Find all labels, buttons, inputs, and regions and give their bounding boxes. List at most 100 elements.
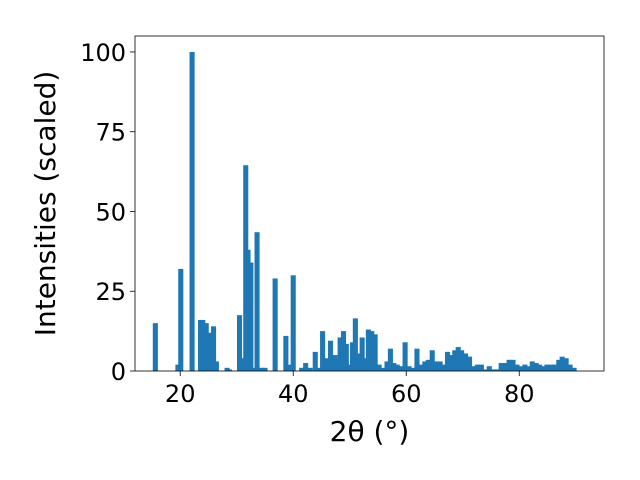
bar <box>254 232 260 371</box>
y-ticks-group: 0 25 50 75 100 <box>80 39 135 386</box>
bar <box>152 323 158 371</box>
bar <box>482 369 488 371</box>
bar <box>324 358 330 371</box>
bar <box>437 361 443 371</box>
bar <box>283 335 289 371</box>
bar <box>316 367 322 371</box>
y-tick-label: 50 <box>95 198 126 226</box>
bar <box>548 364 554 371</box>
bar <box>211 326 217 371</box>
bar <box>422 361 428 371</box>
bar <box>380 367 386 371</box>
bar <box>406 366 412 371</box>
bar <box>332 355 338 371</box>
bar <box>466 356 473 371</box>
bars-group <box>152 51 577 371</box>
bar <box>365 329 371 371</box>
bar <box>376 364 382 371</box>
bar <box>402 342 408 371</box>
plot-frame <box>134 35 605 372</box>
bar <box>213 361 219 371</box>
bar <box>286 364 292 371</box>
bar <box>178 268 184 371</box>
bar <box>463 353 469 371</box>
bar <box>414 348 420 371</box>
bar <box>556 359 562 371</box>
bar <box>240 358 246 371</box>
bar <box>226 369 232 371</box>
bar <box>567 364 573 371</box>
bar <box>474 364 480 371</box>
bar <box>259 367 265 371</box>
x-tick-label: 40 <box>278 380 309 408</box>
bar <box>343 343 349 371</box>
bar <box>544 364 550 371</box>
bar <box>299 367 305 371</box>
bar <box>452 350 458 371</box>
bar <box>418 364 424 371</box>
bar <box>355 353 361 371</box>
bar <box>459 350 465 371</box>
bar <box>494 369 500 371</box>
bar <box>307 367 313 371</box>
x-tick-label: 60 <box>391 380 422 408</box>
bar <box>251 367 257 371</box>
bar <box>384 361 390 371</box>
bar <box>410 367 416 371</box>
bar <box>429 350 435 371</box>
x-tick-label: 20 <box>165 380 196 408</box>
bar <box>262 367 268 371</box>
bar <box>552 364 558 371</box>
bar <box>352 318 358 371</box>
bar <box>320 331 326 371</box>
bar <box>327 340 334 371</box>
y-tick-label: 0 <box>111 358 126 386</box>
bar <box>272 278 278 371</box>
bar <box>498 363 504 371</box>
bar <box>200 319 206 371</box>
bar <box>470 366 477 371</box>
bar <box>559 356 565 371</box>
bar <box>387 348 393 371</box>
y-tick-label: 75 <box>95 119 126 147</box>
bar <box>537 364 543 371</box>
x-ticks-group: 20 40 60 80 <box>165 371 535 408</box>
bar <box>571 367 577 371</box>
bar <box>337 337 343 371</box>
bar <box>189 51 195 371</box>
bar <box>448 355 454 371</box>
bar <box>518 366 524 371</box>
bar <box>563 358 569 371</box>
bar <box>444 351 451 371</box>
bar <box>369 331 375 371</box>
bar <box>510 359 516 371</box>
bar <box>399 366 405 371</box>
bar <box>522 364 528 371</box>
bar <box>359 337 365 371</box>
bar <box>340 331 347 371</box>
x-tick-label: 80 <box>504 380 535 408</box>
bar <box>433 361 439 371</box>
bar <box>312 351 318 371</box>
y-tick-label: 100 <box>80 39 126 67</box>
x-axis-label: 2θ (°) <box>330 415 410 448</box>
bar <box>455 347 461 371</box>
bar <box>350 342 356 371</box>
bar <box>529 361 535 371</box>
bar <box>245 249 251 371</box>
bar <box>525 366 531 371</box>
bar <box>502 363 508 371</box>
bar <box>175 364 181 371</box>
bar <box>514 364 520 371</box>
bar <box>303 363 309 371</box>
bar <box>208 332 214 371</box>
bar <box>425 359 431 371</box>
bar <box>248 262 254 371</box>
bar <box>490 369 496 371</box>
bar <box>540 366 547 371</box>
bar <box>346 364 352 371</box>
bar <box>363 358 369 371</box>
y-axis-label: Intensities (scaled) <box>29 71 62 337</box>
